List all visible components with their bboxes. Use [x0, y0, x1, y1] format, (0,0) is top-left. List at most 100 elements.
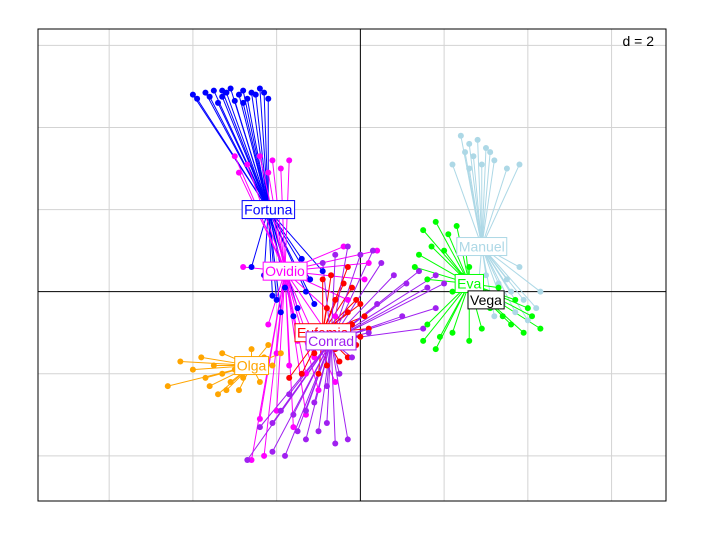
point-ovidio	[273, 407, 280, 414]
point-eva	[449, 329, 456, 336]
point-fortuna	[261, 89, 268, 96]
point-eva	[508, 321, 515, 328]
point-ovidio	[374, 247, 381, 254]
point-eva	[424, 276, 431, 283]
point-ovidio	[273, 350, 280, 357]
point-conrad	[390, 272, 397, 279]
label-box-fortuna	[241, 200, 296, 220]
ray-manuel	[468, 143, 483, 247]
point-conrad	[302, 407, 309, 414]
point-fortuna	[256, 85, 263, 92]
point-olga	[215, 391, 222, 398]
point-ovidio	[344, 296, 351, 303]
point-eufemia	[286, 374, 293, 381]
point-eva	[432, 218, 439, 225]
axes	[38, 29, 666, 501]
point-ovidio	[248, 456, 255, 463]
point-eva	[445, 231, 452, 238]
point-eufemia	[344, 309, 351, 316]
label-text-manuel: Manuel	[459, 239, 505, 255]
point-conrad	[332, 251, 339, 258]
point-eufemia	[353, 296, 360, 303]
point-eufemia	[344, 354, 351, 361]
point-conrad	[344, 436, 351, 443]
point-eva	[415, 251, 422, 258]
point-eva	[420, 337, 427, 344]
point-manuel	[478, 161, 485, 168]
point-ovidio	[261, 452, 268, 459]
point-olga	[277, 350, 284, 357]
point-eufemia	[340, 280, 347, 287]
point-fortuna	[319, 268, 326, 275]
point-ovidio	[256, 415, 263, 422]
point-conrad	[244, 456, 251, 463]
point-conrad	[302, 436, 309, 443]
point-manuel	[487, 149, 494, 156]
scale-label: d = 2	[622, 33, 654, 49]
point-manuel	[495, 280, 502, 287]
label-text-conrad: Conrad	[308, 333, 354, 349]
points	[164, 85, 544, 463]
point-conrad	[269, 420, 276, 427]
point-eufemia	[319, 276, 326, 283]
point-olga	[240, 374, 247, 381]
point-eva	[428, 243, 435, 250]
point-fortuna	[189, 91, 196, 98]
label-box-manuel	[456, 237, 508, 257]
ray-manuel	[481, 164, 520, 247]
ray-manuel	[481, 148, 487, 247]
point-eufemia	[357, 333, 364, 340]
point-eufemia	[365, 325, 372, 332]
point-conrad	[432, 305, 439, 312]
point-conrad	[365, 329, 372, 336]
point-conrad	[415, 268, 422, 275]
point-fortuna	[194, 95, 201, 102]
point-manuel	[516, 161, 523, 168]
ray-fortuna	[267, 209, 282, 313]
point-fortuna	[265, 95, 272, 102]
point-manuel	[466, 140, 473, 147]
ray-fortuna	[255, 94, 269, 210]
label-vega: Vega	[467, 290, 505, 310]
point-eva	[466, 264, 473, 271]
ray-fortuna	[242, 102, 269, 210]
point-fortuna	[219, 93, 226, 100]
ray-fortuna	[209, 96, 269, 210]
ray-manuel	[481, 160, 495, 247]
point-fortuna	[210, 87, 217, 94]
ray-conrad	[297, 340, 332, 432]
label-olga: Olga	[234, 356, 270, 376]
point-manuel	[482, 272, 489, 279]
point-ovidio	[231, 153, 238, 160]
label-box-conrad	[305, 331, 357, 351]
point-ovidio	[269, 157, 276, 164]
point-manuel	[457, 132, 464, 139]
point-olga	[248, 346, 255, 353]
point-conrad	[282, 452, 289, 459]
point-olga	[210, 362, 217, 369]
point-conrad	[349, 354, 355, 361]
point-ovidio	[361, 276, 368, 283]
point-manuel	[512, 309, 519, 316]
point-conrad	[344, 243, 351, 250]
point-fortuna	[202, 89, 209, 96]
point-conrad	[277, 407, 284, 414]
point-fortuna	[248, 264, 255, 271]
point-ovidio	[235, 169, 242, 176]
point-ovidio	[256, 153, 263, 160]
point-manuel	[537, 288, 544, 295]
point-eufemia	[344, 264, 351, 271]
point-eufemia	[323, 362, 330, 369]
point-fortuna	[294, 305, 301, 312]
point-olga	[235, 387, 242, 394]
ray-fortuna	[217, 102, 269, 210]
ray-manuel	[477, 139, 483, 247]
point-eva	[436, 333, 443, 340]
point-ovidio	[244, 161, 251, 168]
point-eufemia	[349, 284, 355, 291]
point-manuel	[491, 313, 498, 320]
point-ovidio	[290, 424, 297, 431]
class-labels: FortunaOvidioEufemiaConradOlgaManuelEvaV…	[234, 200, 508, 376]
point-conrad	[432, 272, 439, 279]
point-eva	[441, 247, 448, 254]
